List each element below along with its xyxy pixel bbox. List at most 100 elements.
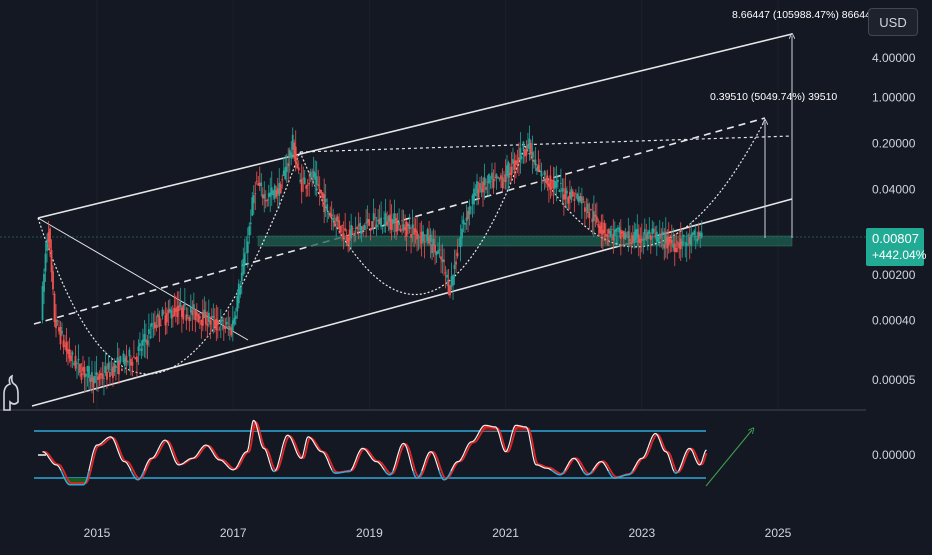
candle-body [497, 176, 499, 178]
candle-body [64, 344, 66, 347]
cup-curve-2[interactable] [299, 145, 526, 295]
candle-body [564, 188, 567, 200]
candle-body [580, 196, 583, 204]
candle-body [362, 227, 365, 229]
candle-body [591, 218, 594, 223]
candle-body [570, 189, 573, 200]
candle-body [389, 214, 392, 230]
candle-body [182, 305, 185, 320]
currency-button[interactable]: USD [868, 8, 918, 36]
candle-body [260, 182, 263, 187]
time-tick-label: 2017 [220, 526, 247, 540]
candle-body [592, 211, 595, 222]
channel-lower-line[interactable] [31, 198, 793, 407]
oscillator-main-line[interactable] [42, 419, 707, 486]
candle-body [245, 252, 248, 254]
candle-body [521, 157, 523, 159]
candle-body [663, 243, 666, 249]
candle-body [640, 238, 643, 240]
cup-curve-3[interactable] [524, 119, 766, 248]
channel-median-line[interactable] [33, 117, 766, 325]
candle-body [98, 373, 101, 380]
candle-body [354, 227, 357, 229]
price-axis[interactable]: 4.00000 1.00000 0.20000 0.04000 0.00200 0.000… [872, 51, 916, 387]
candle-body [56, 320, 59, 322]
candle-body [476, 181, 478, 194]
candle-body [600, 222, 603, 234]
candle-body [676, 242, 679, 244]
candle-body [336, 216, 339, 222]
candle-body [216, 319, 219, 326]
price-grid [96, 0, 779, 410]
candle-body [407, 223, 409, 227]
candle-body [408, 224, 411, 230]
candle-body [85, 373, 87, 377]
candle-body [522, 141, 525, 150]
candle-body [423, 241, 426, 243]
candle-body [577, 196, 580, 203]
candle-body [567, 196, 570, 204]
candle-body [618, 227, 621, 233]
resistance-dotted-line[interactable] [299, 135, 793, 153]
candle-body [654, 233, 657, 235]
candle-body [519, 147, 522, 160]
candle-body [70, 355, 72, 362]
candle-body [257, 183, 260, 186]
candle-body [612, 233, 615, 241]
candle-body [398, 222, 400, 225]
tradingview-logo-icon[interactable] [0, 372, 22, 412]
candles-layer[interactable] [41, 125, 703, 403]
candle-body [601, 229, 604, 235]
candle-body [411, 224, 414, 229]
candle-body [106, 371, 108, 380]
candle-body [375, 224, 378, 228]
osc-projection-arrow[interactable] [705, 430, 752, 487]
price-tick-label: 1.00000 [872, 91, 916, 105]
candle-body [195, 312, 198, 316]
candle-body [441, 259, 444, 263]
cup-curve-1[interactable] [37, 151, 301, 375]
candle-body [347, 237, 350, 245]
candle-body [185, 314, 188, 321]
candle-body [209, 320, 212, 325]
time-axis[interactable]: 2015 2017 2019 2021 2023 2025 [84, 526, 792, 540]
candle-body [65, 342, 68, 352]
candle-body [542, 179, 544, 181]
candle-body [77, 358, 80, 361]
candle-body [673, 243, 676, 252]
candle-body [559, 182, 562, 184]
candle-body [486, 181, 489, 183]
candle-body [264, 200, 267, 202]
candle-body [527, 144, 529, 148]
candle-body [131, 361, 134, 366]
candle-body [73, 363, 75, 365]
candle-body [696, 238, 699, 242]
candle-body [71, 352, 74, 355]
candle-body [282, 170, 285, 176]
candle-body [685, 243, 688, 246]
candle-body [474, 193, 477, 197]
candle-body [278, 183, 281, 196]
accumulation-zone[interactable] [257, 235, 793, 247]
candle-body [130, 358, 132, 366]
candle-body [41, 286, 44, 321]
candle-body [323, 194, 326, 213]
candle-body [149, 336, 152, 338]
oscillator-layer[interactable] [38, 419, 708, 486]
candle-body [699, 232, 702, 237]
candle-body [571, 191, 574, 197]
oscillator-axis[interactable]: 0.00000 [872, 448, 916, 462]
candle-body [109, 372, 111, 378]
candle-body [61, 330, 63, 334]
price-tick-label: 0.00200 [872, 268, 916, 282]
candle-body [146, 340, 149, 345]
channel-upper-line[interactable] [37, 33, 793, 219]
candle-body [386, 221, 389, 226]
candle-body [670, 239, 673, 244]
candle-body [327, 212, 330, 215]
candle-body [139, 343, 141, 347]
candle-body [113, 363, 116, 372]
candle-body [127, 361, 129, 363]
candle-body [58, 327, 60, 332]
